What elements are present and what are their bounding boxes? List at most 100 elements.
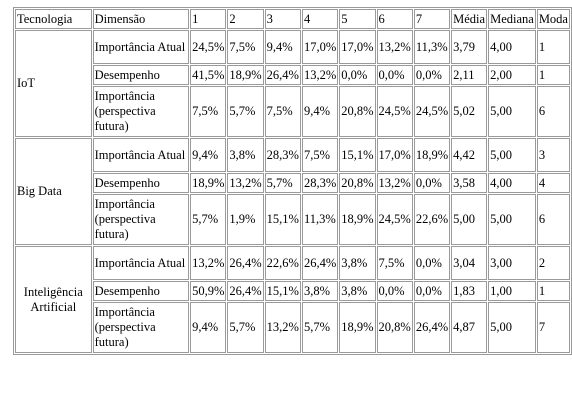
dimension-cell: Importância (perspectiva futura) (92, 86, 190, 137)
header-cell: 2 (227, 9, 264, 29)
value-cell: 24,5% (190, 30, 227, 64)
table-row: Importância (perspectiva futura) 9,4% 5,… (15, 302, 570, 353)
table-row: Big Data Importância Atual 9,4% 3,8% 28,… (15, 138, 570, 245)
value-cell: 4,00 (488, 30, 536, 64)
value-cell: 41,5% (190, 65, 227, 85)
value-cell: 6 (536, 194, 570, 245)
value-cell: 13,2% (376, 173, 413, 193)
value-cell: 9,4% (190, 138, 227, 172)
value-cell: 24,5% (376, 86, 413, 137)
value-cell: 5,00 (488, 302, 536, 353)
value-cell: 1,00 (488, 281, 536, 301)
value-cell: 1,83 (451, 281, 488, 301)
value-cell: 3,79 (451, 30, 488, 64)
header-cell: Média (451, 9, 488, 29)
value-cell: 3,8% (339, 246, 376, 280)
value-cell: 20,8% (376, 302, 413, 353)
results-table-container: Tecnologia Dimensão 1 2 3 4 5 6 7 Média … (13, 7, 572, 355)
dimension-cell: Importância (perspectiva futura) (92, 302, 190, 353)
dimension-cell: Desempenho (92, 281, 190, 301)
value-cell: 0,0% (413, 173, 451, 193)
header-cell: Dimensão (92, 9, 190, 29)
value-cell: 0,0% (413, 65, 451, 85)
value-cell: 24,5% (413, 86, 451, 137)
value-cell: 18,9% (413, 138, 451, 172)
header-cell: 1 (190, 9, 227, 29)
value-cell: 26,4% (264, 65, 301, 85)
header-cell: 5 (339, 9, 376, 29)
value-cell: 15,1% (264, 194, 301, 245)
value-cell: 5,7% (301, 302, 339, 353)
value-cell: 13,2% (301, 65, 339, 85)
value-cell: 0,0% (376, 65, 413, 85)
value-cell: 4 (536, 173, 570, 193)
value-cell: 3,8% (301, 281, 339, 301)
value-cell: 0,0% (339, 65, 376, 85)
header-cell: Moda (536, 9, 570, 29)
value-cell: 26,4% (227, 281, 264, 301)
technology-cell: IoT (15, 30, 92, 137)
value-cell: 5,7% (227, 86, 264, 137)
value-cell: 5,00 (451, 194, 488, 245)
value-cell: 7,5% (264, 86, 301, 137)
value-cell: 4,00 (488, 173, 536, 193)
table-row: Desempenho 18,9% 13,2% 5,7% 28,3% 20,8% … (15, 173, 570, 193)
header-cell: 7 (413, 9, 451, 29)
header-cell: Mediana (488, 9, 536, 29)
value-cell: 7,5% (376, 246, 413, 280)
value-cell: 50,9% (190, 281, 227, 301)
value-cell: 26,4% (227, 246, 264, 280)
value-cell: 17,0% (301, 30, 339, 64)
header-cell: 6 (376, 9, 413, 29)
value-cell: 5,00 (488, 138, 536, 172)
table-row: Importância (perspectiva futura) 7,5% 5,… (15, 86, 570, 137)
value-cell: 9,4% (190, 302, 227, 353)
table-row: Desempenho 50,9% 26,4% 15,1% 3,8% 3,8% 0… (15, 281, 570, 301)
table-row: Importância (perspectiva futura) 5,7% 1,… (15, 194, 570, 245)
dimension-cell: Desempenho (92, 173, 190, 193)
value-cell: 26,4% (301, 246, 339, 280)
dimension-cell: Importância Atual (92, 30, 190, 64)
dimension-cell: Importância Atual (92, 246, 190, 280)
value-cell: 15,1% (264, 281, 301, 301)
value-cell: 1 (536, 65, 570, 85)
value-cell: 3,8% (227, 138, 264, 172)
value-cell: 1 (536, 30, 570, 64)
value-cell: 15,1% (339, 138, 376, 172)
header-cell: 3 (264, 9, 301, 29)
value-cell: 7,5% (301, 138, 339, 172)
value-cell: 3,8% (339, 281, 376, 301)
value-cell: 22,6% (413, 194, 451, 245)
value-cell: 18,9% (227, 65, 264, 85)
table-row: IoT Importância Atual 24,5% 7,5% 9,4% 17… (15, 30, 570, 137)
value-cell: 13,2% (264, 302, 301, 353)
value-cell: 9,4% (264, 30, 301, 64)
results-table: Tecnologia Dimensão 1 2 3 4 5 6 7 Média … (13, 7, 572, 355)
header-cell: 4 (301, 9, 339, 29)
value-cell: 18,9% (190, 173, 227, 193)
dimension-cell: Desempenho (92, 65, 190, 85)
value-cell: 13,2% (190, 246, 227, 280)
value-cell: 20,8% (339, 86, 376, 137)
value-cell: 3,58 (451, 173, 488, 193)
value-cell: 0,0% (413, 246, 451, 280)
value-cell: 5,7% (264, 173, 301, 193)
value-cell: 5,7% (190, 194, 227, 245)
value-cell: 9,4% (301, 86, 339, 137)
value-cell: 7,5% (190, 86, 227, 137)
value-cell: 11,3% (413, 30, 451, 64)
header-cell: Tecnologia (15, 9, 92, 29)
value-cell: 2,00 (488, 65, 536, 85)
value-cell: 26,4% (413, 302, 451, 353)
dimension-cell: Importância Atual (92, 138, 190, 172)
value-cell: 3,00 (488, 246, 536, 280)
value-cell: 2 (536, 246, 570, 280)
value-cell: 17,0% (339, 30, 376, 64)
technology-cell: Big Data (15, 138, 92, 245)
value-cell: 2,11 (451, 65, 488, 85)
value-cell: 7,5% (227, 30, 264, 64)
value-cell: 3,04 (451, 246, 488, 280)
value-cell: 0,0% (413, 281, 451, 301)
value-cell: 4,42 (451, 138, 488, 172)
dimension-cell: Importância (perspectiva futura) (92, 194, 190, 245)
